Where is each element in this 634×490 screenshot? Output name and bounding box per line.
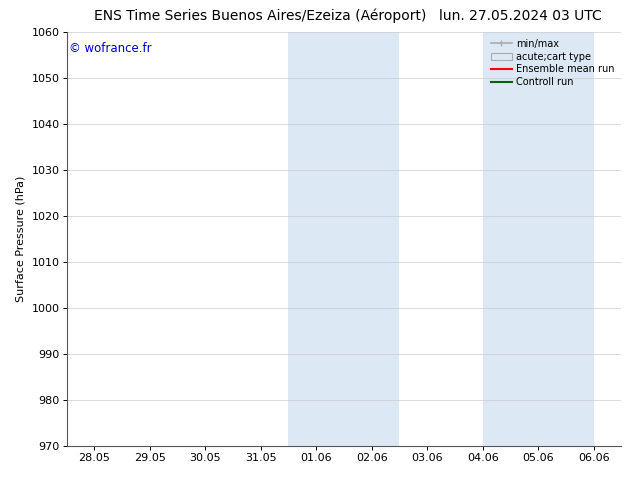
- Text: ENS Time Series Buenos Aires/Ezeiza (Aéroport): ENS Time Series Buenos Aires/Ezeiza (Aér…: [94, 8, 426, 23]
- Bar: [538, 32, 593, 446]
- Bar: [482, 32, 538, 446]
- Text: © wofrance.fr: © wofrance.fr: [69, 42, 152, 55]
- Text: lun. 27.05.2024 03 UTC: lun. 27.05.2024 03 UTC: [439, 9, 601, 23]
- Bar: [344, 32, 399, 446]
- Y-axis label: Surface Pressure (hPa): Surface Pressure (hPa): [16, 176, 26, 302]
- Bar: [288, 32, 344, 446]
- Legend: min/max, acute;cart type, Ensemble mean run, Controll run: min/max, acute;cart type, Ensemble mean …: [489, 37, 616, 89]
